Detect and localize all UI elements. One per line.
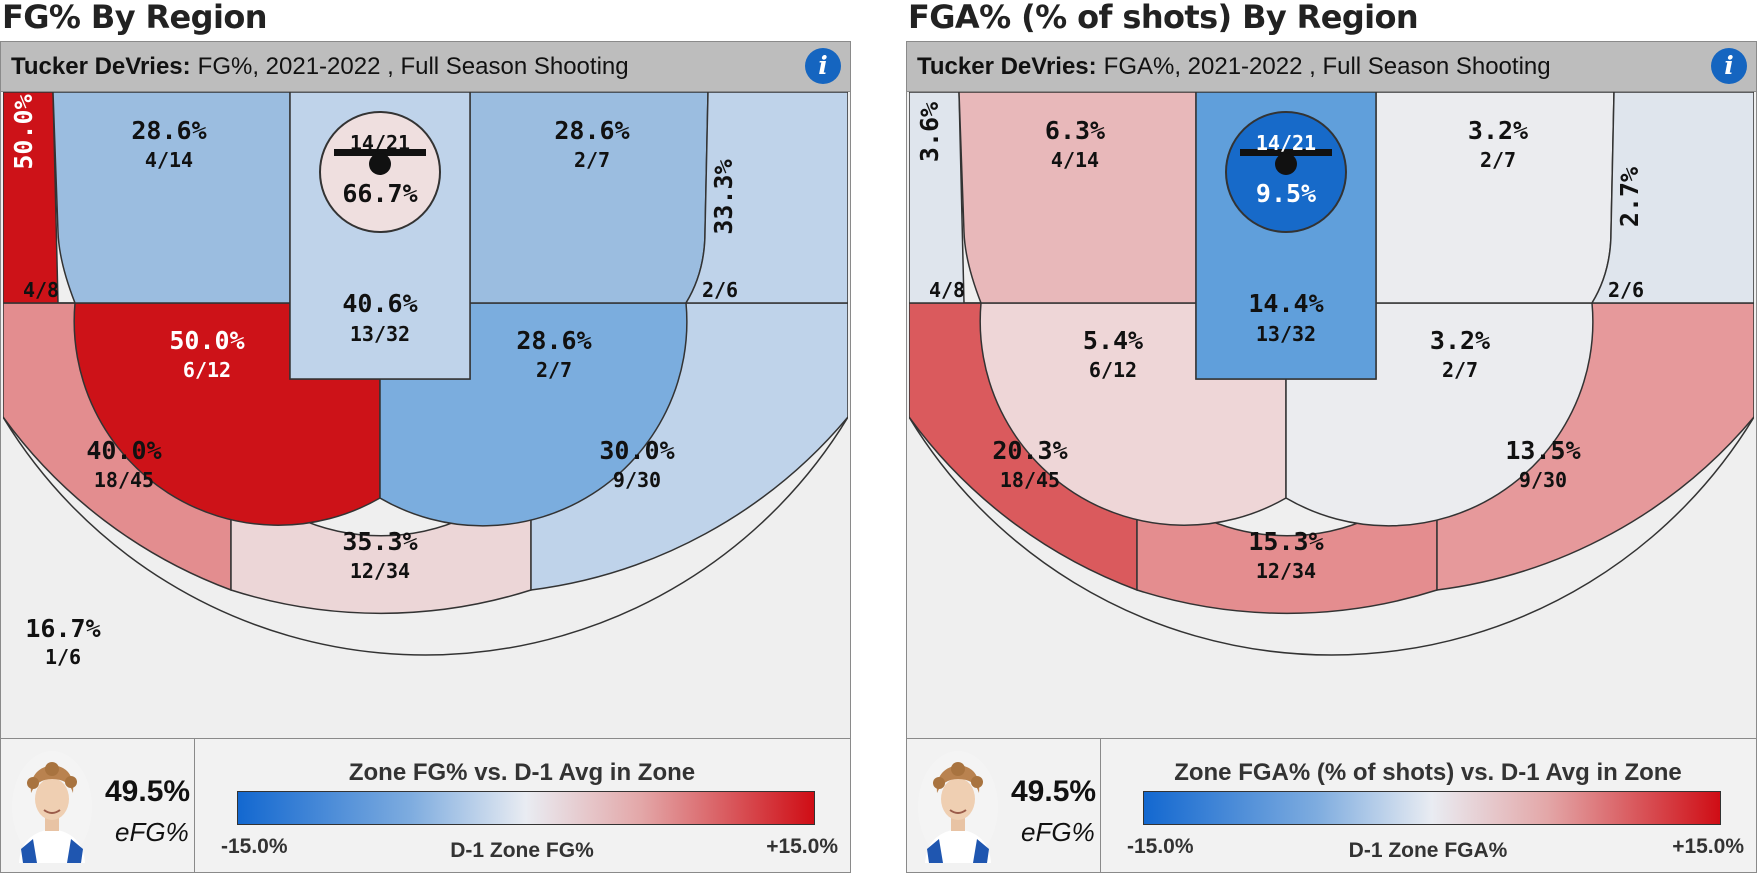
zone-made-att-label: 9/30 xyxy=(613,468,661,492)
zone-made-att-label: 2/7 xyxy=(1480,148,1516,172)
zone-pct-label: 9.5% xyxy=(1256,179,1316,208)
zone-pct-label: 5.4% xyxy=(1083,326,1143,355)
zone-made-att-label: 12/34 xyxy=(350,559,410,583)
hoop xyxy=(1275,153,1297,175)
player-avatar xyxy=(918,751,998,863)
court-chart: 50.0% 4/8 28.6% 4/14 40.6% 13/32 28.6% 2/7 33.3%… xyxy=(3,92,848,737)
player-name: Tucker DeVries: xyxy=(917,52,1097,80)
shot-chart-panel: Tucker DeVries: FG%, 2021-2022 , Full Se… xyxy=(0,41,851,873)
zone-pct-label: 15.3% xyxy=(1248,527,1323,556)
footer-divider xyxy=(1100,739,1101,872)
zone-made-att-label: 18/45 xyxy=(94,468,154,492)
zone-pct-label: 3.2% xyxy=(1430,326,1490,355)
zone-pct-label: 6.3% xyxy=(1045,116,1105,145)
efg-label: eFG% xyxy=(1021,817,1095,847)
panel-footer: 49.5% eFG% Zone FG% vs. D-1 Avg in Zone … xyxy=(1,738,850,872)
three-point-arc xyxy=(3,416,848,656)
legend-color-bar xyxy=(237,791,815,825)
backboard xyxy=(1240,149,1332,156)
efg-label: eFG% xyxy=(115,817,189,847)
zone-made-att-label: 18/45 xyxy=(1000,468,1060,492)
legend-min-label: -15.0% xyxy=(1127,835,1194,858)
panel-footer: 49.5% eFG% Zone FGA% (% of shots) vs. D-… xyxy=(907,738,1756,872)
player-name: Tucker DeVries: xyxy=(11,52,191,80)
panel-header: Tucker DeVries: FGA%, 2021-2022 , Full S… xyxy=(907,42,1756,92)
zone-right-elbow-mid xyxy=(379,302,688,527)
legend-min-label: -15.0% xyxy=(221,835,288,858)
zone-made-att-label: 4/14 xyxy=(1051,148,1099,172)
three-point-arc xyxy=(909,416,1754,656)
zone-pct-label: 3.6% xyxy=(915,102,944,162)
zone-pct-label: 2.7% xyxy=(1615,167,1644,227)
legend-max-label: +15.0% xyxy=(1672,835,1744,858)
panel-subtitle: FGA%, 2021-2022 , Full Season Shooting xyxy=(1103,52,1551,80)
court-chart: 3.6% 4/8 6.3% 4/14 14.4% 13/32 3.2% 2/7 2.7% 2/6 5… xyxy=(909,92,1754,737)
zone-made-att-label: 14/21 xyxy=(350,131,410,155)
zone-left-elbow-mid xyxy=(979,302,1287,526)
zone-made-att-label: 6/12 xyxy=(183,358,231,382)
zone-left-corner-three xyxy=(3,92,75,304)
footer-divider xyxy=(194,739,195,872)
chart-title: FGA% (% of shots) By Region xyxy=(908,0,1419,36)
zone-pct-label: 20.3% xyxy=(992,436,1067,465)
efg-value: 49.5% xyxy=(105,775,191,808)
zone-made-att-label: 4/8 xyxy=(23,278,59,302)
info-icon[interactable]: i xyxy=(805,48,841,84)
zone-pct-label: 28.6% xyxy=(554,116,629,145)
zone-pct-label: 16.7% xyxy=(25,614,100,643)
zone-pct-label: 30.0% xyxy=(599,436,674,465)
zone-pct-label: 66.7% xyxy=(342,179,417,208)
zone-made-att-label: 13/32 xyxy=(1256,322,1316,346)
zone-left-baseline-mid xyxy=(52,92,291,304)
zone-made-att-label: 4/8 xyxy=(929,278,965,302)
zone-right-corner-three xyxy=(684,92,848,304)
legend-color-bar xyxy=(1143,791,1721,825)
zone-made-att-label: 2/7 xyxy=(574,148,610,172)
panel-header: Tucker DeVries: FG%, 2021-2022 , Full Se… xyxy=(1,42,850,92)
zone-made-att-label: 2/6 xyxy=(1608,278,1644,302)
zone-made-att-label: 2/7 xyxy=(536,358,572,382)
zone-pct-label: 14.4% xyxy=(1248,289,1323,318)
player-avatar xyxy=(12,751,92,863)
shot-chart-panel: Tucker DeVries: FGA%, 2021-2022 , Full S… xyxy=(906,41,1757,873)
chart-title: FG% By Region xyxy=(2,0,268,36)
zone-made-att-label: 9/30 xyxy=(1519,468,1567,492)
zone-pct-label: 40.6% xyxy=(342,289,417,318)
zone-made-att-label: 6/12 xyxy=(1089,358,1137,382)
zone-pct-label: 33.3% xyxy=(709,159,738,234)
zone-right-corner-three xyxy=(1590,92,1754,304)
hoop xyxy=(369,153,391,175)
legend-max-label: +15.0% xyxy=(766,835,838,858)
zone-made-att-label: 13/32 xyxy=(350,322,410,346)
efg-value: 49.5% xyxy=(1011,775,1097,808)
zone-pct-label: 50.0% xyxy=(9,94,38,169)
legend-axis-label: D-1 Zone FGA% xyxy=(1348,839,1508,862)
info-icon[interactable]: i xyxy=(1711,48,1747,84)
zone-pct-label: 28.6% xyxy=(516,326,591,355)
zone-pct-label: 13.5% xyxy=(1505,436,1580,465)
zone-pct-label: 50.0% xyxy=(169,326,244,355)
zone-made-att-label: 14/21 xyxy=(1256,131,1316,155)
zone-left-corner-three xyxy=(909,92,981,304)
zone-made-att-label: 1/6 xyxy=(45,645,81,669)
zone-pct-label: 28.6% xyxy=(131,116,206,145)
zone-pct-label: 40.0% xyxy=(86,436,161,465)
zone-made-att-label: 12/34 xyxy=(1256,559,1316,583)
legend-axis-label: D-1 Zone FG% xyxy=(450,839,594,862)
zone-made-att-label: 2/6 xyxy=(702,278,738,302)
panel-subtitle: FG%, 2021-2022 , Full Season Shooting xyxy=(197,52,629,80)
zone-made-att-label: 2/7 xyxy=(1442,358,1478,382)
zone-pct-label: 3.2% xyxy=(1468,116,1528,145)
zone-right-elbow-mid xyxy=(1285,302,1594,527)
zone-made-att-label: 4/14 xyxy=(145,148,193,172)
zone-pct-label: 35.3% xyxy=(342,527,417,556)
legend-title: Zone FG% vs. D-1 Avg in Zone xyxy=(348,759,696,786)
backboard xyxy=(334,149,426,156)
legend-title: Zone FGA% (% of shots) vs. D-1 Avg in Zo… xyxy=(1174,759,1682,786)
zone-left-baseline-mid xyxy=(958,92,1197,304)
zone-left-elbow-mid xyxy=(73,302,381,526)
